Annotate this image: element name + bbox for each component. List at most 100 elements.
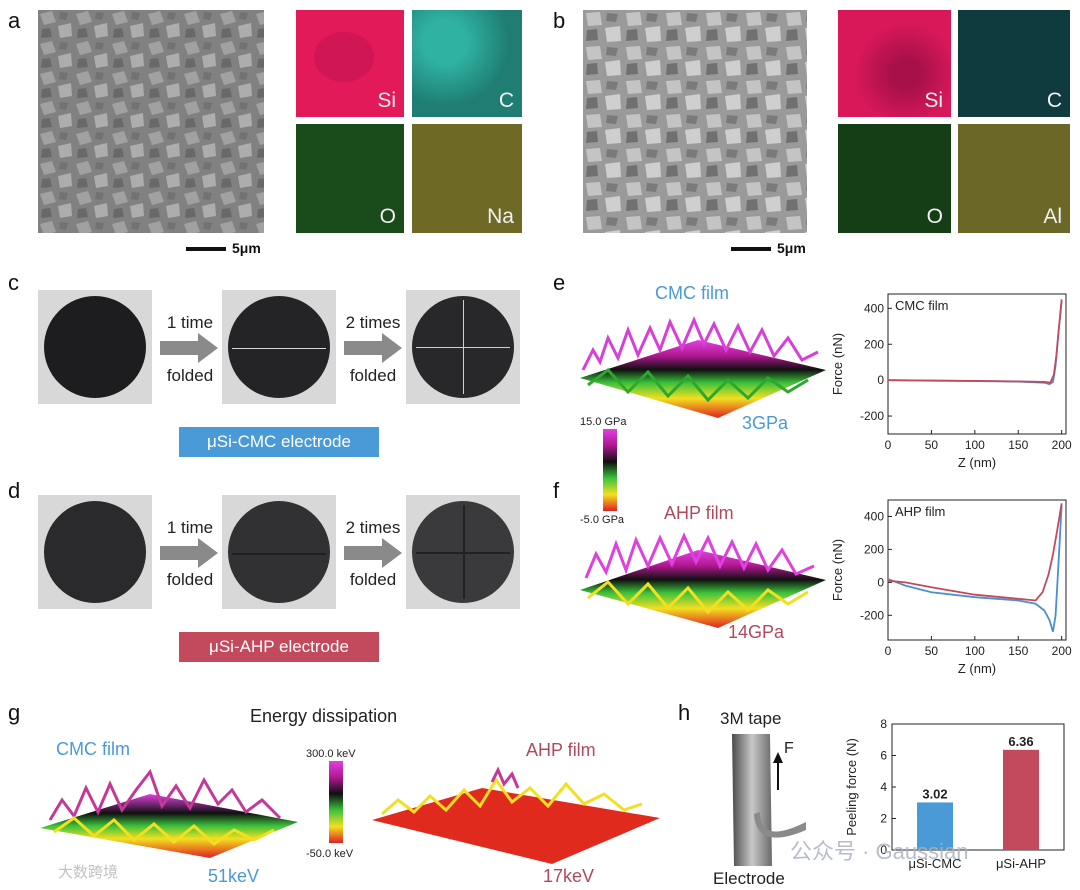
plot-frame xyxy=(887,499,1067,641)
fold-step-2-bottom: folded xyxy=(349,570,397,589)
series-line-approach xyxy=(887,301,1063,386)
fold-step-1-bottom: folded xyxy=(166,366,214,385)
modulus-value-cmc: 3GPa xyxy=(742,413,789,433)
bar-μSi-CMC xyxy=(917,802,953,850)
energy-colorbar-max: 300.0 keV xyxy=(306,748,356,760)
x-tick-label: 100 xyxy=(965,438,985,452)
panel-label-a: a xyxy=(8,8,21,33)
y-tick-label: 200 xyxy=(864,542,884,556)
panel-label-c: c xyxy=(8,270,19,295)
electrode-photo-d-2 xyxy=(222,495,336,609)
watermark-left: 大数跨境 xyxy=(58,864,119,881)
peel-test-illustration xyxy=(732,734,806,866)
arrow-icon xyxy=(160,333,218,363)
energy-surface-cmc xyxy=(40,768,298,858)
eds-map-c-b: C xyxy=(958,10,1070,117)
y-tick-label: 400 xyxy=(864,301,884,315)
chart-title: CMC film xyxy=(895,298,948,313)
y-tick-label: 6 xyxy=(880,749,887,763)
sem-image-b xyxy=(583,10,807,233)
eds-map-c-a: C xyxy=(412,10,522,117)
electrode-photo-c-3 xyxy=(406,290,520,404)
y-tick-label: -200 xyxy=(860,608,884,622)
x-tick-label: 0 xyxy=(885,438,892,452)
y-tick-label: 0 xyxy=(877,575,884,589)
x-tick-label: 50 xyxy=(925,438,939,452)
film-title-cmc-e: CMC film xyxy=(655,283,729,303)
caption-cmc-electrode: μSi-CMC electrode xyxy=(179,427,379,457)
eds-map-al-b: Al xyxy=(958,124,1070,233)
afm-surface-ahp xyxy=(580,532,826,628)
x-tick-label: 100 xyxy=(965,644,985,658)
panel-label-b: b xyxy=(553,8,566,33)
y-axis-label: Force (nN) xyxy=(830,539,845,601)
fold-step-1-bottom: folded xyxy=(166,570,214,589)
y-axis-label: Peeling force (N) xyxy=(844,738,859,836)
electrode-photo-c-2 xyxy=(222,290,336,404)
electrode-photo-c-1 xyxy=(38,290,152,404)
plot-frame xyxy=(887,293,1067,435)
colorbar-max-label: 15.0 GPa xyxy=(580,416,627,428)
force-arrow-label: F xyxy=(784,740,794,757)
modulus-value-ahp: 14GPa xyxy=(728,622,785,642)
fold-step-2-top: 2 times xyxy=(345,313,401,332)
y-tick-label: 8 xyxy=(880,717,887,731)
electrode-label: Electrode xyxy=(713,869,785,888)
panel-label-d: d xyxy=(8,478,21,503)
electrode-photo-d-1 xyxy=(38,495,152,609)
y-tick-label: 200 xyxy=(864,337,884,351)
watermark-right: 公众号 · Gaussian xyxy=(790,839,969,864)
bar-μSi-AHP xyxy=(1003,749,1039,850)
x-axis-label: Z (nm) xyxy=(958,455,996,470)
panel-label-e: e xyxy=(553,270,566,295)
panel-label-h: h xyxy=(678,700,691,725)
afm-surface-cmc xyxy=(580,316,826,418)
film-title-ahp-f: AHP film xyxy=(664,503,734,523)
force-curve-chart-ahp: 0 50 100 150 200 -200 0 200 400 Z (nm) Force (nN) A… xyxy=(830,499,1072,676)
x-tick-label: 150 xyxy=(1008,438,1028,452)
y-tick-label: 0 xyxy=(880,843,887,857)
series-line-approach xyxy=(887,504,1063,633)
y-tick-label: 2 xyxy=(880,812,887,826)
x-axis-label: Z (nm) xyxy=(958,661,996,676)
energy-value-cmc: 51keV xyxy=(208,866,260,886)
colorbar-min-label: -5.0 GPa xyxy=(580,514,625,526)
peeling-force-bar-chart: 0 2 4 6 8 Peeling force (N) 3.02 μSi-CMC 6.36 μSi… xyxy=(844,717,1065,871)
bar-value-label: 6.36 xyxy=(1008,734,1033,749)
film-title-cmc-g: CMC film xyxy=(56,739,130,759)
energy-colorbar xyxy=(329,761,343,843)
fold-step-2-bottom: folded xyxy=(349,366,397,385)
x-tick-label: 150 xyxy=(1008,644,1028,658)
eds-map-na-a: Na xyxy=(412,124,522,233)
modulus-colorbar xyxy=(603,429,617,511)
series-line-retract xyxy=(887,299,1063,384)
arrow-icon xyxy=(160,538,218,568)
x-tick-label: 0 xyxy=(885,644,892,658)
y-tick-label: -200 xyxy=(860,409,884,423)
force-curve-chart-cmc: 0 50 100 150 200 -200 0 200 400 Z (nm) Force (nN) C… xyxy=(830,293,1072,470)
x-tick-label: 200 xyxy=(1052,644,1072,658)
eds-map-si-a: Si xyxy=(296,10,404,117)
x-category-label: μSi-CMC xyxy=(909,856,962,871)
tape-label: 3M tape xyxy=(720,709,782,728)
energy-surface-ahp xyxy=(372,766,660,864)
electrode-photo-d-3 xyxy=(406,495,520,609)
chart-title: AHP film xyxy=(895,504,945,519)
panel-label-f: f xyxy=(553,478,560,503)
caption-cmc-electrode-text: μSi-CMC electrode xyxy=(207,432,351,451)
x-category-label: μSi-AHP xyxy=(996,856,1046,871)
bar-value-label: 3.02 xyxy=(922,786,947,801)
fold-step-1-top: 1 time xyxy=(166,518,214,537)
x-tick-label: 50 xyxy=(925,644,939,658)
y-axis-label: Force (nN) xyxy=(830,333,845,395)
energy-dissipation-title: Energy dissipation xyxy=(250,706,398,726)
panel-label-g: g xyxy=(8,700,21,725)
caption-ahp-electrode-text: μSi-AHP electrode xyxy=(209,637,349,656)
y-tick-label: 0 xyxy=(877,373,884,387)
arrow-icon xyxy=(344,538,402,568)
film-title-ahp-g: AHP film xyxy=(526,740,596,760)
fold-step-1-top: 1 time xyxy=(166,313,214,332)
eds-map-o-b: O xyxy=(838,124,951,233)
y-tick-label: 400 xyxy=(864,509,884,523)
eds-map-o-a: O xyxy=(296,124,404,233)
